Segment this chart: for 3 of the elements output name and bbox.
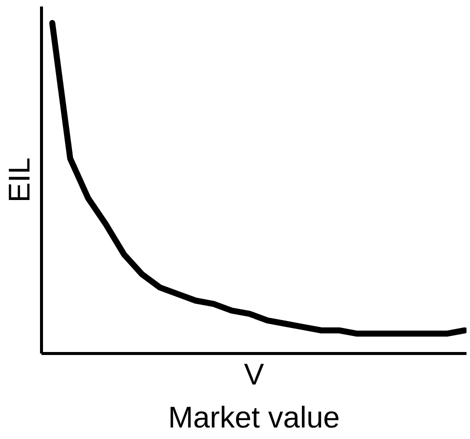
text: Market value [168, 402, 340, 434]
y-axis-title: EIL [4, 157, 36, 203]
x-axis-title: V [244, 358, 264, 392]
